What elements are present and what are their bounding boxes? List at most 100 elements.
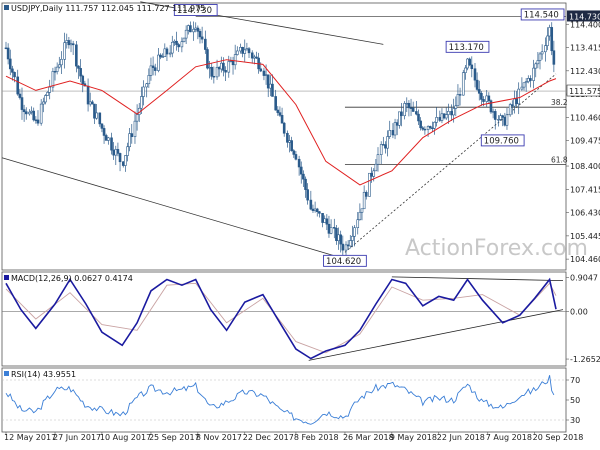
candle-up: [264, 74, 268, 76]
candle-up: [464, 67, 467, 73]
callout-label-0: 114.730: [177, 6, 212, 16]
candle-down: [409, 107, 413, 109]
candle-up: [323, 218, 327, 223]
price-tick-label: 108.400: [570, 162, 600, 171]
rsi-tick-label-2: 30: [570, 416, 580, 425]
candle-down: [100, 123, 104, 129]
candle-up: [239, 46, 242, 52]
candle-down: [482, 99, 485, 102]
candle-down: [241, 46, 244, 54]
candle-up: [65, 40, 69, 43]
candle-up: [466, 58, 469, 69]
candle-down: [102, 128, 106, 136]
candle-down: [224, 70, 227, 73]
candle-down: [210, 66, 214, 77]
candle-down: [217, 66, 221, 70]
candle-down: [335, 227, 338, 242]
candle-down: [510, 104, 514, 107]
candle-down: [231, 60, 235, 66]
candle-up: [499, 115, 502, 120]
candle-down: [327, 223, 331, 234]
candle-down: [175, 40, 178, 45]
candle-up: [48, 86, 52, 93]
price-tick-label: 104.460: [570, 255, 600, 264]
macd-title: MACD(12,26,9) 0.0627 0.4174: [11, 274, 133, 283]
candle-up: [107, 137, 110, 141]
candle-up: [135, 114, 139, 122]
candle-up: [157, 54, 160, 71]
candle-up: [60, 59, 63, 66]
candle-down: [290, 140, 293, 152]
x-tick-label-2: 10 Aug 2017: [100, 433, 151, 442]
candle-down: [16, 76, 20, 95]
candle-up: [39, 103, 43, 124]
candle-down: [423, 128, 427, 131]
candle-down: [86, 85, 90, 105]
candle-up: [372, 170, 376, 177]
candle-down: [475, 79, 479, 90]
candle-down: [419, 120, 422, 129]
candle-down: [13, 72, 16, 78]
candle-up: [227, 61, 231, 73]
callout-box: [445, 40, 490, 53]
candle-up: [544, 45, 547, 53]
candle-down: [206, 49, 209, 69]
macd-lower-trendline: [308, 309, 564, 361]
candle-down: [22, 109, 26, 113]
candle-up: [69, 43, 73, 46]
candle-down: [93, 103, 96, 119]
x-tick-label-8: 9 May 2018: [390, 433, 437, 442]
rsi-pane: 70 50 30 RSI(14) 43.9551: [2, 370, 580, 425]
price-tick-label: 105.445: [570, 232, 600, 241]
candle-down: [153, 67, 157, 71]
candle-up: [149, 65, 153, 76]
candle-up: [133, 120, 137, 138]
candle-down: [32, 110, 36, 121]
candle-up: [184, 29, 188, 39]
candle-up: [454, 105, 458, 109]
candle-up: [215, 66, 219, 78]
candle-down: [110, 137, 113, 151]
candle-up: [526, 78, 530, 82]
candle-down: [339, 234, 342, 245]
candle-up: [313, 208, 317, 211]
fib-label-1: 61.8: [551, 155, 568, 164]
candle-down: [274, 96, 277, 111]
callout-box: [323, 254, 367, 267]
candle-up: [536, 60, 540, 65]
candle-down: [468, 58, 471, 66]
candle-up: [540, 51, 544, 55]
candle-up: [452, 108, 455, 116]
candle-up: [208, 66, 211, 69]
candle-up: [358, 211, 362, 221]
candle-up: [344, 244, 348, 251]
candle-down: [247, 48, 251, 54]
candle-down: [266, 74, 270, 89]
candle-down: [75, 44, 78, 67]
candle-down: [271, 83, 274, 97]
fib-label-0: 38.2: [551, 98, 568, 107]
candle-up: [456, 94, 460, 107]
candle-down: [116, 149, 120, 154]
candle-down: [395, 122, 399, 126]
candle-up: [63, 42, 66, 60]
candle-down: [297, 158, 301, 168]
callout-box: [173, 4, 218, 16]
candle-down: [473, 68, 477, 81]
candle-up: [55, 66, 59, 72]
price-pane: 104.460 105.445 106.430 107.415 108.400 109.4…: [1, 1, 600, 267]
candle-down: [411, 107, 415, 112]
candle-down: [341, 243, 345, 251]
candle-down: [306, 189, 309, 201]
candle-up: [140, 96, 143, 109]
candle-up: [368, 172, 371, 197]
candle-up: [233, 54, 237, 66]
candle-down: [121, 161, 125, 166]
macd-upper-trendline: [391, 276, 564, 282]
last-price-label: 111.575: [569, 87, 600, 96]
candle-down: [204, 38, 207, 50]
candle-up: [28, 111, 31, 115]
